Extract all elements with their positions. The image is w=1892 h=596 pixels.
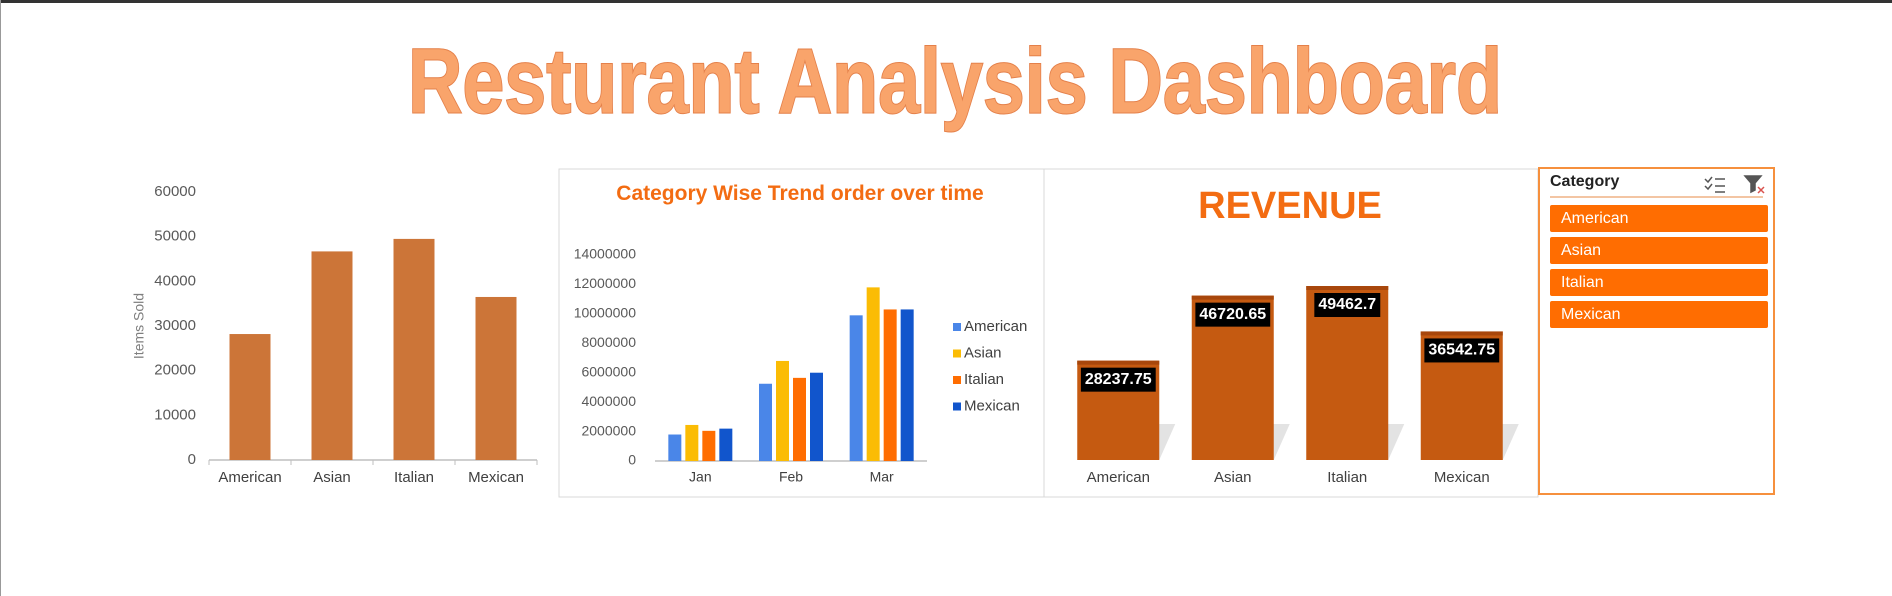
data-label-group: 46720.65 bbox=[1195, 302, 1271, 327]
slicer-item[interactable]: Asian bbox=[1550, 237, 1768, 264]
x-tick-label: Feb bbox=[779, 469, 803, 485]
y-tick-label: 12000000 bbox=[574, 275, 637, 291]
bar bbox=[759, 383, 772, 461]
x-tick-label: Mar bbox=[870, 469, 894, 485]
y-tick-label: 10000000 bbox=[574, 305, 637, 321]
y-tick-label: 8000000 bbox=[581, 334, 636, 350]
chart-title: REVENUE bbox=[1198, 185, 1382, 227]
legend-label: American bbox=[964, 318, 1027, 335]
x-tick-label: Italian bbox=[1327, 469, 1367, 486]
chart-title: Category Wise Trend order over time bbox=[616, 182, 984, 205]
slicer-item[interactable]: Mexican bbox=[1550, 301, 1768, 328]
y-tick-label: 0 bbox=[628, 452, 636, 468]
data-label-box bbox=[1314, 293, 1381, 317]
slicer-icons bbox=[1704, 175, 1765, 194]
bar bbox=[900, 309, 914, 461]
y-tick-label: 0 bbox=[188, 451, 196, 468]
slicer-item[interactable]: Italian bbox=[1550, 269, 1768, 296]
bar-cap bbox=[1077, 360, 1160, 365]
legend-swatch bbox=[953, 323, 961, 331]
x-tick-label: Mexican bbox=[1434, 469, 1490, 486]
bar bbox=[866, 287, 880, 461]
data-label-group: 36542.75 bbox=[1424, 338, 1500, 363]
y-tick-label: 30000 bbox=[154, 317, 196, 334]
x-tick-label: Asian bbox=[1214, 469, 1252, 486]
x-tick-label: Jan bbox=[689, 469, 712, 485]
x-tick-label: Asian bbox=[313, 469, 351, 486]
data-label-group: 49462.7 bbox=[1314, 293, 1381, 317]
y-tick-label: 60000 bbox=[154, 183, 196, 200]
data-label: 49462.7 bbox=[1318, 296, 1376, 313]
bar bbox=[229, 334, 271, 460]
x-tick-label: Mexican bbox=[468, 469, 524, 486]
bar bbox=[393, 238, 435, 460]
data-label-box bbox=[1080, 367, 1156, 392]
legend-label: Mexican bbox=[964, 397, 1020, 414]
bar bbox=[719, 428, 733, 461]
data-label: 46720.65 bbox=[1199, 306, 1266, 323]
y-axis-label: Items Sold bbox=[131, 293, 147, 359]
slicer: Category American Asian Italian Mexican bbox=[1538, 167, 1775, 495]
y-tick-label: 4000000 bbox=[581, 393, 636, 409]
x-tick-label: American bbox=[1087, 469, 1150, 486]
bar-cap bbox=[1420, 331, 1503, 336]
trend-title-box: Category Wise Trend order over time bbox=[616, 182, 984, 205]
data-label-group: 28237.75 bbox=[1080, 367, 1156, 392]
left-border bbox=[0, 0, 1, 596]
bar bbox=[793, 377, 806, 461]
bar bbox=[685, 424, 699, 461]
x-tick-label: American bbox=[218, 469, 281, 486]
legend-label: Asian bbox=[964, 344, 1002, 361]
y-tick-label: 40000 bbox=[154, 272, 196, 289]
bar-cap bbox=[1306, 286, 1389, 290]
data-label-box bbox=[1424, 338, 1500, 363]
bar bbox=[776, 360, 789, 461]
legend-swatch bbox=[953, 376, 961, 384]
bar bbox=[810, 372, 823, 461]
bar bbox=[702, 430, 716, 461]
y-tick-label: 6000000 bbox=[581, 363, 636, 379]
bar bbox=[849, 315, 863, 461]
bar bbox=[311, 251, 353, 460]
data-label: 36542.75 bbox=[1428, 342, 1495, 359]
dashboard-title: Resturant Analysis Dashboard bbox=[408, 30, 1502, 132]
y-tick-label: 20000 bbox=[154, 362, 196, 379]
legend-label: Italian bbox=[964, 371, 1004, 388]
legend-swatch bbox=[953, 402, 961, 411]
bar-cap bbox=[1191, 295, 1274, 300]
y-tick-label: 10000 bbox=[154, 406, 196, 423]
slicer-title: Category bbox=[1550, 173, 1620, 190]
y-tick-label: 2000000 bbox=[581, 422, 636, 438]
bar bbox=[668, 434, 682, 461]
slicer-separator bbox=[1550, 196, 1763, 198]
x-tick-label: Italian bbox=[394, 469, 434, 486]
data-label: 28237.75 bbox=[1085, 371, 1152, 388]
bar bbox=[883, 309, 897, 461]
y-tick-label: 14000000 bbox=[574, 246, 637, 262]
data-label-box bbox=[1195, 302, 1271, 327]
y-tick-label: 50000 bbox=[154, 228, 196, 245]
slicer-item[interactable]: American bbox=[1550, 205, 1768, 232]
legend-swatch bbox=[953, 349, 961, 358]
bar bbox=[475, 296, 517, 460]
top-border bbox=[0, 0, 1892, 3]
